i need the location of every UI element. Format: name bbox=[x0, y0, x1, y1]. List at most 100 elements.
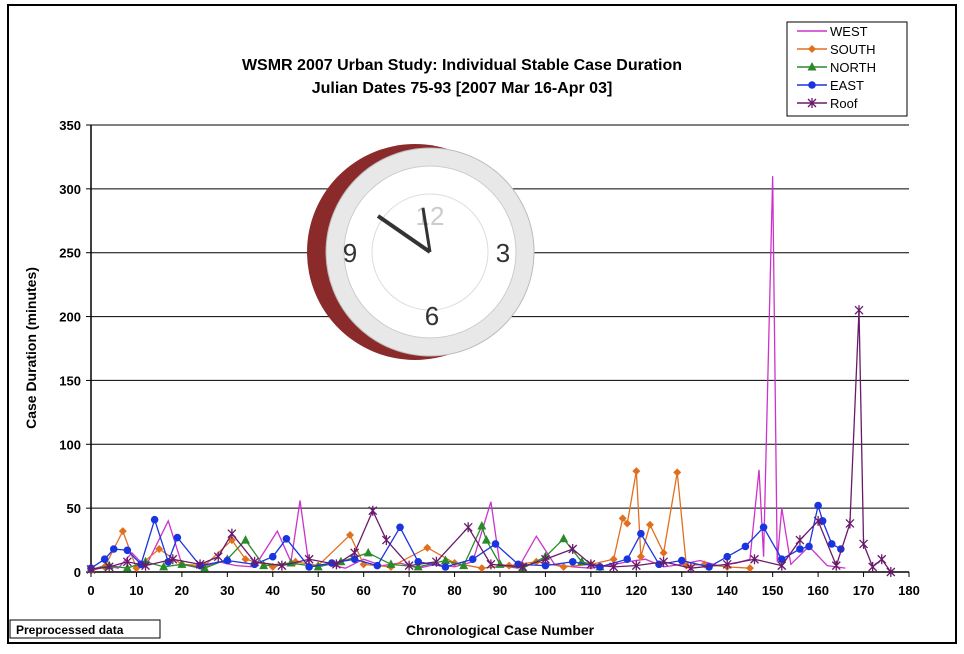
marker bbox=[586, 559, 596, 570]
marker bbox=[431, 556, 441, 567]
legend-label: WEST bbox=[830, 24, 868, 39]
marker bbox=[631, 560, 641, 571]
marker bbox=[745, 564, 754, 573]
y-tick-label: 150 bbox=[59, 373, 81, 388]
marker bbox=[313, 561, 323, 571]
marker bbox=[518, 561, 528, 572]
marker bbox=[277, 560, 287, 571]
marker bbox=[623, 519, 632, 528]
x-tick-label: 100 bbox=[535, 583, 557, 598]
marker bbox=[141, 560, 150, 571]
marker bbox=[200, 563, 210, 572]
y-tick-label: 300 bbox=[59, 182, 81, 197]
marker bbox=[363, 547, 373, 557]
clock-numeral: 12 bbox=[416, 201, 445, 231]
legend-marker bbox=[808, 81, 816, 89]
marker bbox=[396, 523, 404, 532]
x-tick-label: 20 bbox=[175, 583, 189, 598]
marker bbox=[814, 501, 822, 510]
marker bbox=[440, 555, 450, 565]
clock-numeral: 9 bbox=[343, 238, 357, 268]
marker bbox=[677, 556, 686, 565]
marker bbox=[173, 533, 182, 542]
x-axis-label: Chronological Case Number bbox=[406, 622, 595, 638]
clock-numeral: 6 bbox=[425, 301, 439, 331]
marker bbox=[636, 552, 645, 561]
annotation-box bbox=[9, 619, 161, 639]
marker bbox=[686, 563, 696, 574]
x-tick-label: 10 bbox=[129, 583, 143, 598]
marker bbox=[559, 533, 569, 543]
marker bbox=[346, 530, 355, 539]
marker bbox=[645, 520, 654, 529]
x-tick-label: 110 bbox=[580, 583, 601, 598]
marker bbox=[477, 564, 486, 573]
marker bbox=[796, 545, 804, 553]
x-tick-label: 80 bbox=[447, 583, 461, 598]
x-tick-label: 120 bbox=[625, 583, 647, 598]
marker bbox=[150, 515, 159, 524]
marker bbox=[368, 505, 378, 516]
marker bbox=[637, 529, 645, 538]
x-tick-label: 60 bbox=[356, 583, 370, 598]
marker bbox=[559, 562, 568, 571]
marker bbox=[155, 545, 164, 554]
marker bbox=[722, 559, 732, 570]
marker bbox=[659, 548, 668, 557]
marker bbox=[282, 534, 291, 543]
x-tick-label: 140 bbox=[716, 583, 738, 598]
clock-hand bbox=[376, 214, 432, 254]
marker bbox=[827, 540, 836, 548]
marker bbox=[486, 559, 496, 570]
marker bbox=[477, 521, 487, 530]
marker bbox=[177, 559, 187, 568]
y-tick-label: 50 bbox=[67, 501, 81, 516]
marker bbox=[777, 555, 786, 564]
marker bbox=[831, 560, 841, 571]
marker bbox=[491, 540, 500, 548]
marker bbox=[723, 552, 732, 561]
marker bbox=[868, 561, 878, 572]
x-tick-label: 40 bbox=[266, 583, 280, 598]
legend-marker bbox=[807, 98, 817, 108]
marker bbox=[741, 542, 750, 551]
marker bbox=[459, 560, 469, 570]
series-line bbox=[90, 470, 750, 572]
marker bbox=[305, 563, 313, 571]
x-tick-label: 160 bbox=[807, 583, 829, 598]
clock-hand bbox=[421, 207, 432, 253]
clock: 12 9 3 6 bbox=[307, 144, 535, 360]
marker bbox=[805, 542, 813, 551]
marker bbox=[750, 554, 759, 565]
marker bbox=[259, 560, 269, 570]
marker bbox=[673, 468, 682, 477]
marker bbox=[373, 561, 382, 570]
marker bbox=[386, 559, 396, 568]
y-tick-label: 100 bbox=[59, 437, 81, 452]
marker bbox=[623, 555, 632, 564]
x-tick-label: 130 bbox=[671, 583, 693, 598]
marker bbox=[859, 538, 869, 549]
marker bbox=[540, 554, 550, 565]
marker bbox=[886, 567, 896, 577]
marker bbox=[223, 556, 232, 565]
marker bbox=[777, 560, 787, 571]
marker bbox=[568, 544, 578, 555]
x-tick-label: 90 bbox=[493, 583, 507, 598]
marker bbox=[854, 305, 864, 316]
marker bbox=[463, 522, 473, 533]
marker bbox=[100, 555, 109, 564]
marker bbox=[331, 559, 341, 570]
marker bbox=[618, 514, 627, 523]
marker bbox=[159, 561, 169, 571]
marker bbox=[122, 563, 132, 572]
annotation: Preprocessed data bbox=[16, 623, 124, 637]
marker bbox=[568, 557, 577, 566]
marker bbox=[468, 555, 477, 564]
marker bbox=[109, 545, 118, 553]
marker bbox=[404, 560, 414, 571]
marker bbox=[227, 528, 237, 539]
marker bbox=[632, 467, 641, 476]
marker bbox=[609, 561, 619, 572]
marker bbox=[795, 535, 805, 546]
